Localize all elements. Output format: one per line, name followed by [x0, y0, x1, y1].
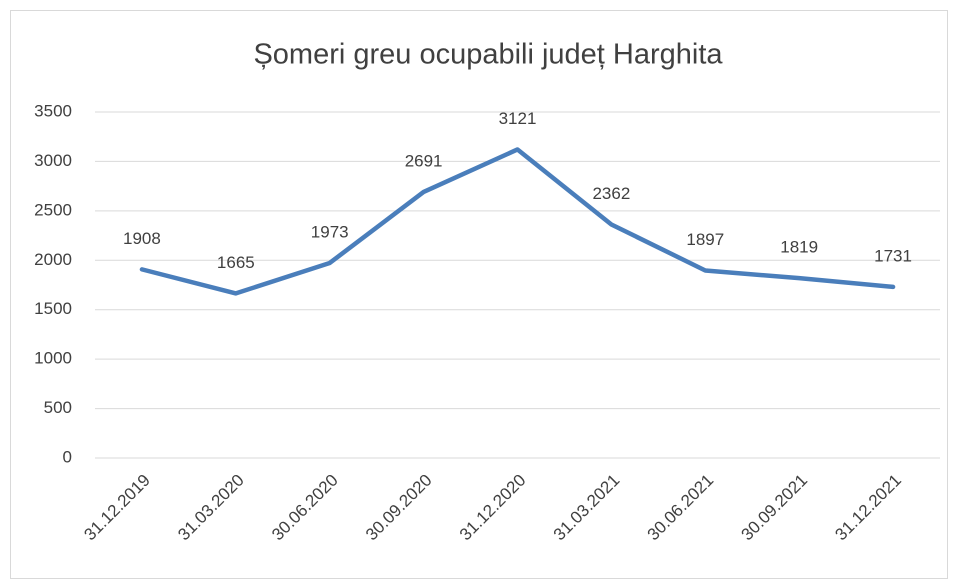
data-label: 1908: [123, 229, 161, 248]
y-tick-label: 3000: [34, 151, 72, 170]
y-tick-label: 2000: [34, 250, 72, 269]
y-tick-label: 3500: [34, 101, 72, 120]
y-tick-label: 2500: [34, 200, 72, 219]
data-label: 1897: [686, 230, 724, 249]
data-label: 1731: [874, 246, 912, 265]
y-tick-label: 0: [63, 447, 72, 466]
line: [139, 147, 896, 296]
chart-border: [10, 10, 948, 579]
data-label: 1819: [780, 238, 818, 257]
chart-title: Șomeri greu ocupabili județ Harghita: [253, 39, 723, 71]
y-tick-label: 1500: [34, 299, 72, 318]
y-tick-label: 500: [44, 398, 72, 417]
data-label: 1665: [217, 253, 255, 272]
data-label: 1973: [311, 222, 349, 241]
y-tick-label: 1000: [34, 349, 72, 368]
data-label: 2691: [405, 151, 443, 170]
data-label: 2362: [592, 184, 630, 203]
data-label: 3121: [499, 109, 537, 128]
